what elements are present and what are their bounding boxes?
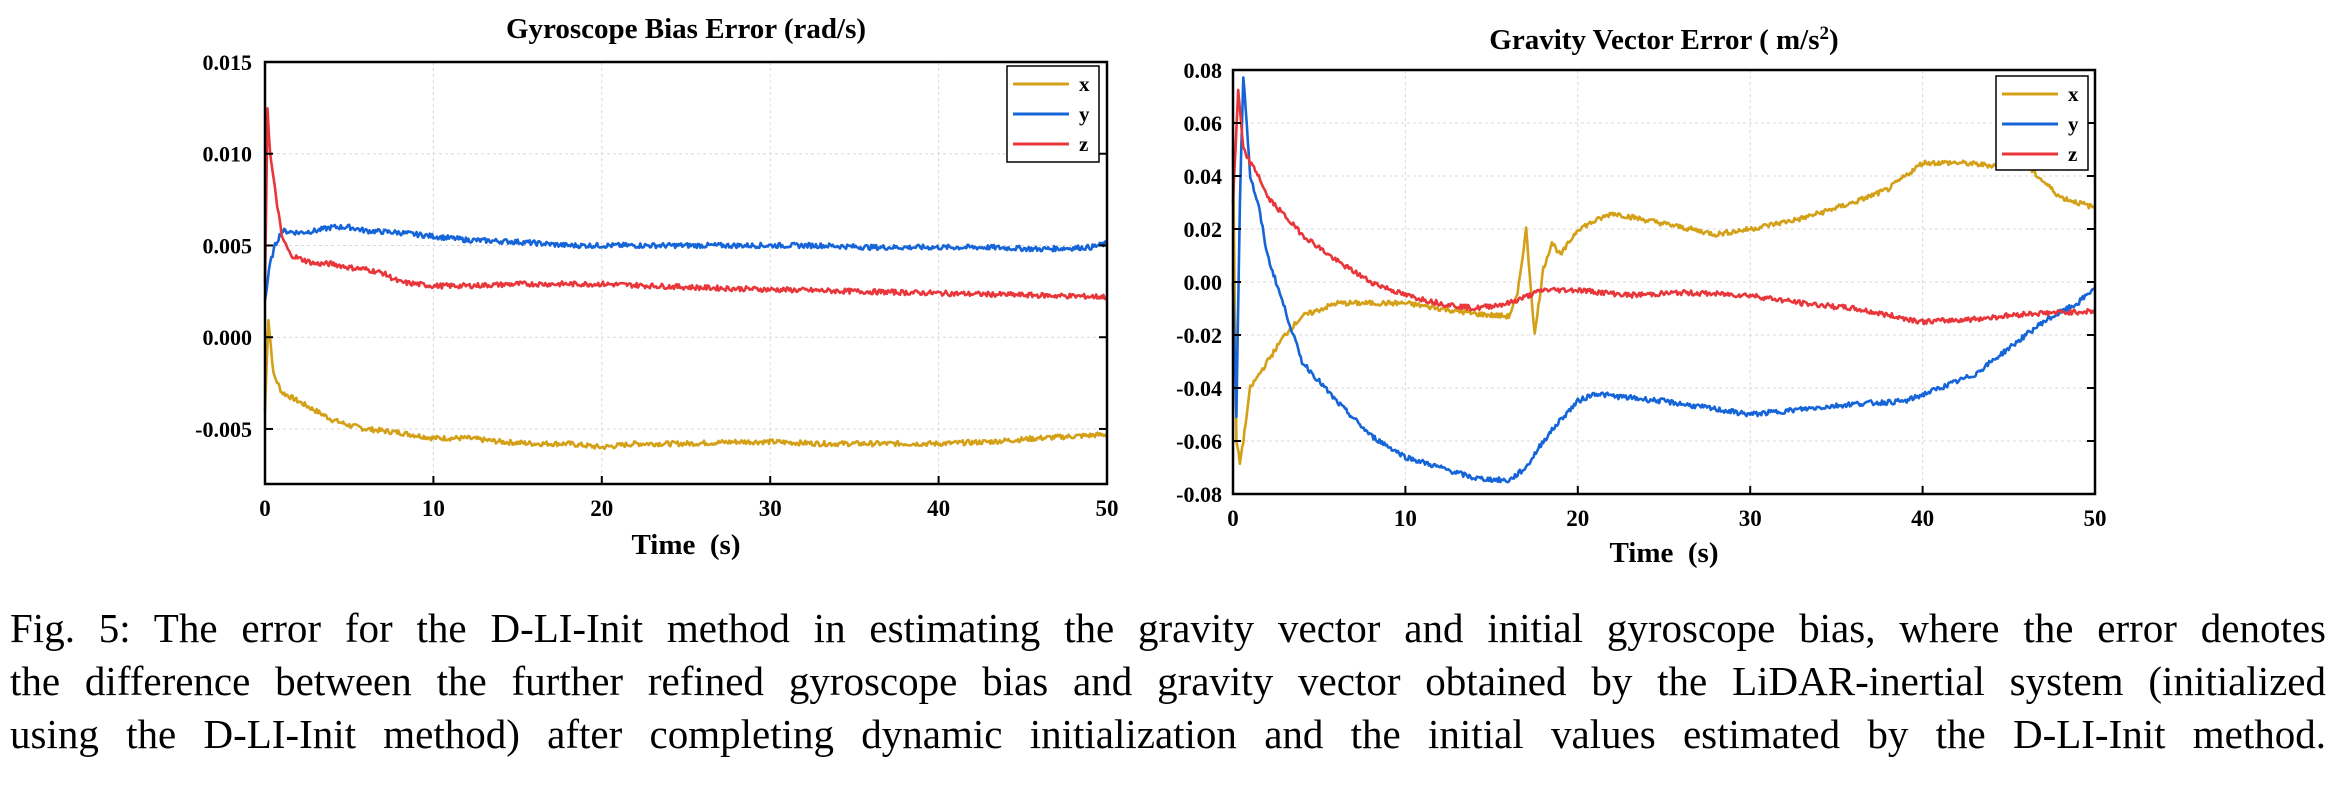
gravity-vector-chart: Gravity Vector Error ( m/s2) 0 10 20 30 40 50…	[1176, 23, 2106, 570]
x-tick-label: 10	[1394, 506, 1417, 531]
y-tick-label: 0.02	[1184, 217, 1223, 242]
x-tick-label: 30	[1739, 506, 1762, 531]
series-layer	[263, 107, 1109, 451]
x-tick-label: 40	[927, 496, 950, 521]
y-tick-label: -0.08	[1176, 482, 1222, 507]
gyroscope-bias-chart: Gyroscope Bias Error (rad/s) 0 10 20 30 40 50…	[195, 13, 1118, 561]
plot-frame	[263, 60, 1109, 486]
series-layer	[1231, 76, 2097, 484]
chart-title-main: Gravity Vector Error ( m/s	[1489, 24, 1819, 56]
legend-label-y: y	[1079, 102, 1090, 126]
chart-title-end: )	[1829, 24, 1839, 56]
series-line-x	[1231, 149, 2096, 466]
y-tick-label: -0.04	[1176, 376, 1222, 401]
y-tick-label: 0.000	[203, 325, 253, 350]
x-tick-label: 50	[2084, 506, 2107, 531]
chart-title: Gyroscope Bias Error (rad/s)	[506, 13, 866, 45]
ticks: 0 10 20 30 40 50 0.08 0.06 0.04 0.02 0.00 -0.02 -0.0…	[1176, 58, 2106, 531]
x-tick-label: 30	[759, 496, 782, 521]
y-tick-label: 0.005	[203, 233, 253, 258]
x-tick-label: 20	[1566, 506, 1589, 531]
chart-title-sup: 2	[1820, 23, 1830, 44]
figure-caption: Fig. 5: The error for the D-LI-Init meth…	[10, 602, 2326, 761]
x-axis-label: Time (s)	[1609, 537, 1718, 569]
y-tick-label: 0.08	[1184, 58, 1223, 83]
legend-label-y: y	[2068, 112, 2079, 136]
x-tick-label: 20	[590, 496, 613, 521]
legend-label-z: z	[2068, 142, 2077, 166]
y-tick-label: 0.00	[1184, 270, 1223, 295]
grid	[1232, 69, 2096, 495]
x-axis-label: Time (s)	[631, 529, 740, 561]
x-tick-label: 0	[1227, 506, 1239, 531]
caption-line-3: using the D-LI-Init method) after comple…	[10, 711, 2326, 757]
series-line-y	[1231, 76, 2097, 484]
legend-label-x: x	[2068, 82, 2079, 106]
chart-title: Gravity Vector Error ( m/s2)	[1489, 23, 1838, 57]
legend-label-x: x	[1079, 72, 1090, 96]
y-tick-label: -0.02	[1176, 323, 1222, 348]
x-tick-label: 0	[259, 496, 271, 521]
legend: xyz	[1006, 65, 1100, 163]
caption-line-2: the difference between the further refin…	[10, 658, 2326, 704]
caption-line-1: Fig. 5: The error for the D-LI-Init meth…	[10, 605, 2326, 651]
y-tick-label: 0.010	[203, 142, 253, 167]
legend-label-z: z	[1079, 132, 1088, 156]
x-tick-label: 50	[1096, 496, 1119, 521]
series-line-z	[1231, 88, 2096, 326]
y-tick-label: 0.015	[203, 50, 253, 75]
ticks: 0 10 20 30 40 50 0.015 0.010 0.005 0.000 -0.005	[195, 50, 1118, 521]
figure-canvas: Gyroscope Bias Error (rad/s) 0 10 20 30 40 50…	[195, 13, 2106, 570]
series-line-x	[263, 318, 1109, 451]
x-tick-label: 40	[1911, 506, 1934, 531]
series-line-y	[263, 223, 1109, 301]
x-tick-label: 10	[422, 496, 445, 521]
legend: xyz	[1995, 75, 2089, 171]
series-line-z	[263, 107, 1109, 301]
y-tick-label: 0.04	[1184, 164, 1223, 189]
grid	[264, 61, 1108, 484]
y-tick-label: 0.06	[1184, 111, 1223, 136]
y-tick-label: -0.005	[195, 417, 252, 442]
y-tick-label: -0.06	[1176, 429, 1222, 454]
